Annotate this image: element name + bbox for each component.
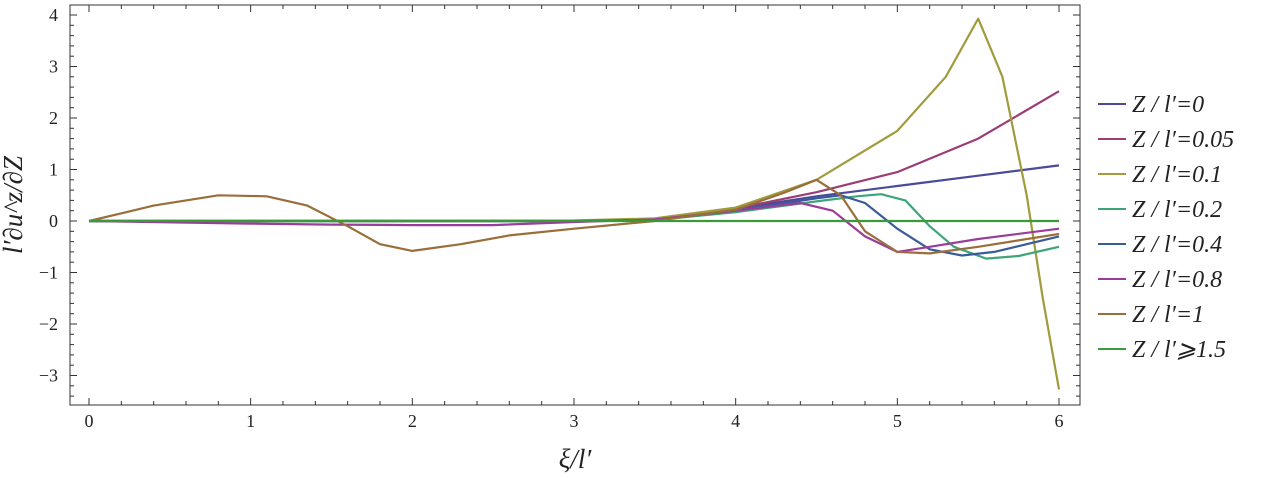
series-line-4 xyxy=(89,194,1060,257)
legend-label: Z / l′=0.8 xyxy=(1132,267,1222,293)
y-tick-label: 0 xyxy=(49,211,58,231)
legend-label: Z / l′⩾1.5 xyxy=(1132,337,1226,363)
x-tick-label: 5 xyxy=(893,411,902,431)
y-tick-label: −1 xyxy=(39,263,58,283)
series-line-6 xyxy=(88,178,1060,255)
legend-label: Z / l′=0.1 xyxy=(1132,162,1222,188)
legend-label: Z / l′=1 xyxy=(1132,302,1204,328)
legend-label: Z / l′=0.05 xyxy=(1132,127,1234,153)
series-line-1 xyxy=(89,90,1060,223)
y-axis-label: l′∂u^z/∂Z xyxy=(0,155,28,254)
y-tick-label: 4 xyxy=(49,5,58,25)
legend-label: Z / l′=0.2 xyxy=(1132,197,1222,223)
series-line-2 xyxy=(89,17,1061,390)
x-tick-label: 4 xyxy=(731,411,740,431)
axis-ticks: 0 1 2 3 4 5 6 −3 −2 −1 0 1 2 3 4 xyxy=(39,5,1080,431)
x-tick-label: 1 xyxy=(246,411,255,431)
series-layer xyxy=(88,17,1061,390)
y-tick-label: 2 xyxy=(49,108,58,128)
legend-label: Z / l′=0 xyxy=(1132,92,1204,118)
plot-frame xyxy=(69,4,1081,406)
legend-label: Z / l′=0.4 xyxy=(1132,232,1222,258)
legend: Z / l′=0 Z / l′=0.05 Z / l′=0.1 Z / l′=0.2 Z… xyxy=(1098,92,1234,363)
x-tick-label: 0 xyxy=(85,411,94,431)
y-tick-label: 1 xyxy=(49,160,58,180)
x-tick-label: 6 xyxy=(1055,411,1064,431)
y-tick-label: −3 xyxy=(39,366,58,386)
series-line-0 xyxy=(89,164,1060,223)
x-axis-label: ξ/l′ xyxy=(559,444,593,474)
y-tick-label: −2 xyxy=(39,314,58,334)
x-tick-label: 3 xyxy=(570,411,579,431)
x-tick-label: 2 xyxy=(408,411,417,431)
y-tick-label: 3 xyxy=(49,57,58,77)
